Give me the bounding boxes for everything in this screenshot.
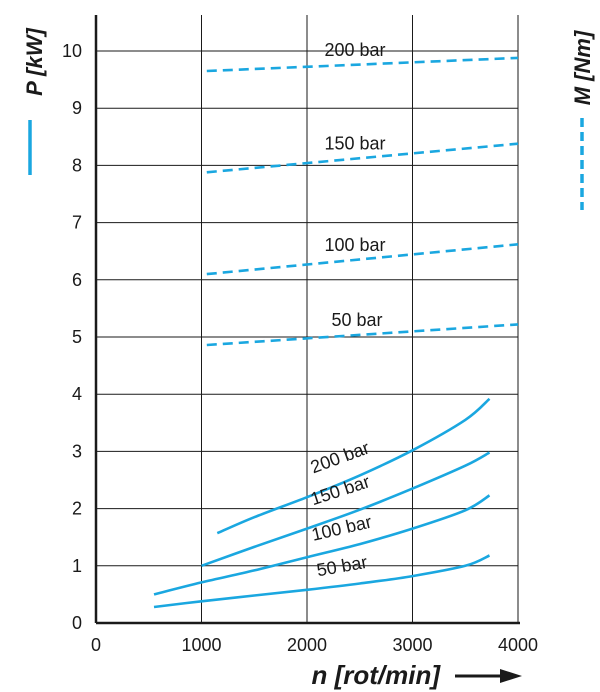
torque-curve-label: 50 bar: [331, 310, 382, 330]
power-curve-label: 200 bar: [308, 438, 372, 478]
power-line: [216, 397, 491, 535]
y-tick-label: 2: [72, 499, 82, 519]
torque-line: [206, 243, 519, 276]
y-tick-label: 10: [62, 41, 82, 61]
power-line: [201, 451, 491, 568]
y-tick-label: 4: [72, 384, 82, 404]
x-tick-label: 0: [91, 635, 101, 655]
x-tick-label: 2000: [287, 635, 327, 655]
tick-labels: 0 1 2 3 4 5 6 7 8 9 10 0 1000 2000 3000 4000: [62, 41, 538, 655]
torque-line: [206, 142, 519, 174]
torque-line: [206, 323, 519, 347]
power-curve-label: 150 bar: [308, 471, 372, 509]
left-axis-title: P [kW]: [22, 28, 47, 96]
y-tick-label: 5: [72, 327, 82, 347]
y-tick-label: 9: [72, 98, 82, 118]
torque-curve-label: 200 bar: [324, 40, 385, 60]
y-tick-label: 7: [72, 213, 82, 233]
x-tick-label: 1000: [181, 635, 221, 655]
y-tick-label: 1: [72, 556, 82, 576]
y-tick-label: 0: [72, 613, 82, 633]
y-tick-label: 6: [72, 270, 82, 290]
x-tick-label: 4000: [498, 635, 538, 655]
x-axis-arrow-icon: [455, 669, 522, 683]
x-tick-label: 3000: [392, 635, 432, 655]
y-tick-label: 8: [72, 155, 82, 175]
torque-line: [206, 56, 519, 73]
power-curve-label: 50 bar: [315, 552, 369, 581]
x-axis-title: n [rot/min]: [311, 660, 441, 690]
y-tick-label: 3: [72, 441, 82, 461]
torque-curve-label: 150 bar: [324, 134, 385, 154]
right-axis-title: M [Nm]: [570, 30, 595, 105]
power-line: [153, 494, 491, 596]
series: [153, 56, 519, 609]
torque-curve-label: 100 bar: [324, 235, 385, 255]
power-line: [153, 554, 491, 609]
grid: [96, 15, 519, 623]
